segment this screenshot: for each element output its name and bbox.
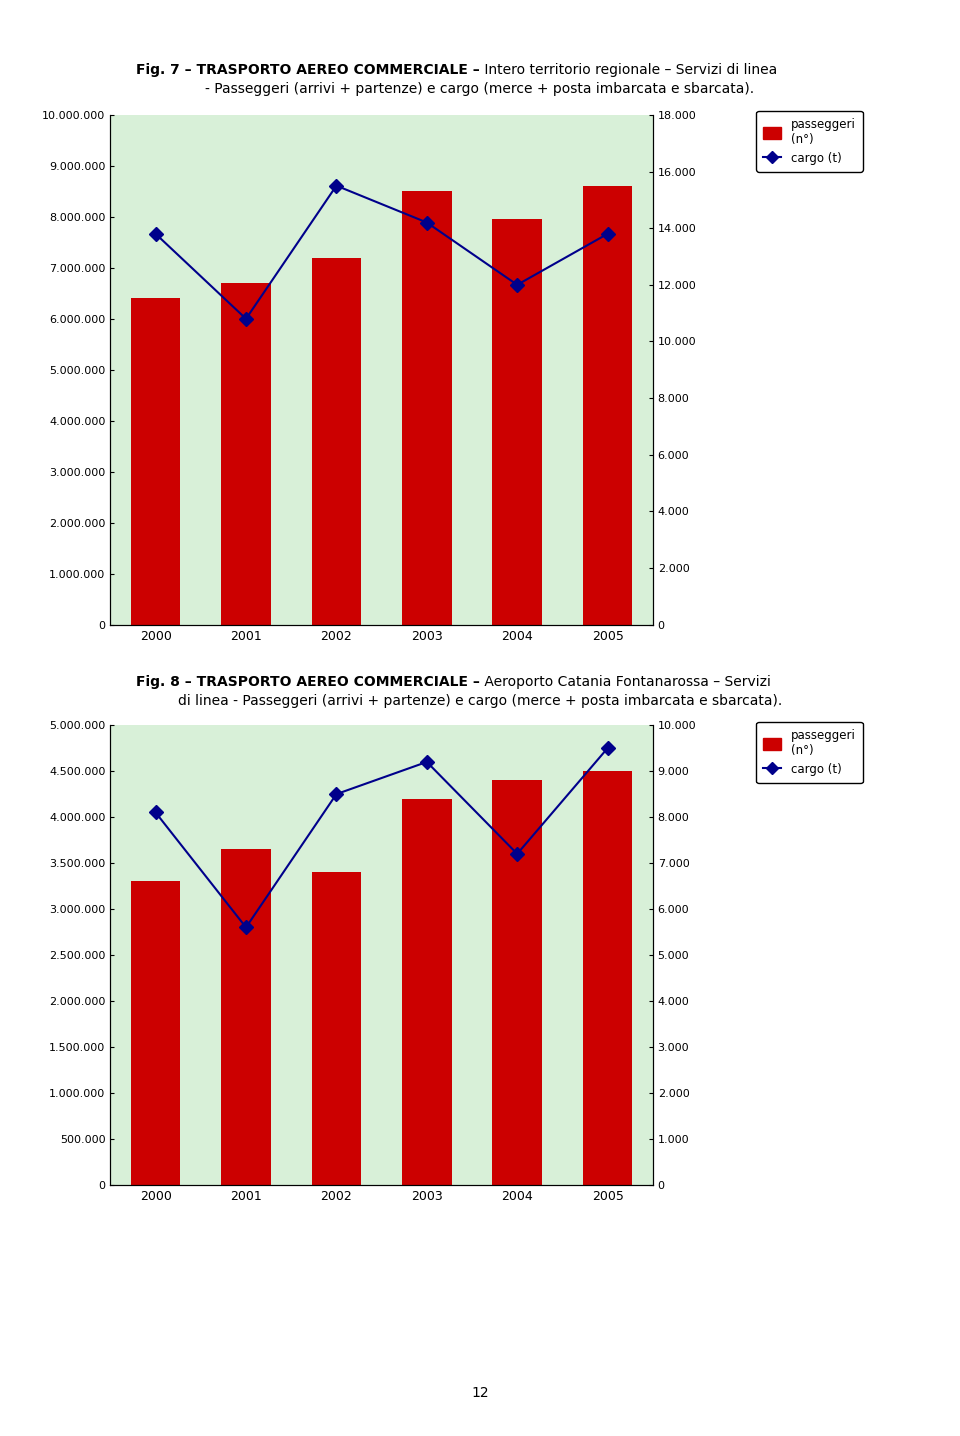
Text: Intero territorio regionale – Servizi di linea: Intero territorio regionale – Servizi di…	[480, 63, 778, 78]
Bar	[312, 872, 361, 1185]
Bar	[131, 882, 180, 1185]
Bar	[131, 299, 180, 625]
Legend: passeggeri
(n°), cargo (t): passeggeri (n°), cargo (t)	[756, 722, 862, 783]
Text: di linea - Passeggeri (arrivi + partenze) e cargo (merce + posta imbarcata e sba: di linea - Passeggeri (arrivi + partenze…	[178, 694, 782, 708]
Text: Aeroporto Catania Fontanarossa – Servizi: Aeroporto Catania Fontanarossa – Servizi	[480, 675, 771, 689]
Bar	[492, 780, 542, 1185]
Bar	[583, 771, 633, 1185]
Text: Fig. 7 – TRASPORTO AEREO COMMERCIALE –: Fig. 7 – TRASPORTO AEREO COMMERCIALE –	[136, 63, 480, 78]
Text: - Passeggeri (arrivi + partenze) e cargo (merce + posta imbarcata e sbarcata).: - Passeggeri (arrivi + partenze) e cargo…	[205, 82, 755, 96]
Bar	[221, 283, 271, 625]
Text: 12: 12	[471, 1386, 489, 1400]
Text: Fig. 8 – TRASPORTO AEREO COMMERCIALE –: Fig. 8 – TRASPORTO AEREO COMMERCIALE –	[136, 675, 480, 689]
Legend: passeggeri
(n°), cargo (t): passeggeri (n°), cargo (t)	[756, 111, 862, 172]
Bar	[312, 257, 361, 625]
Bar	[402, 798, 451, 1185]
Bar	[492, 220, 542, 625]
Bar	[402, 191, 451, 625]
Bar	[221, 849, 271, 1185]
Bar	[583, 187, 633, 625]
